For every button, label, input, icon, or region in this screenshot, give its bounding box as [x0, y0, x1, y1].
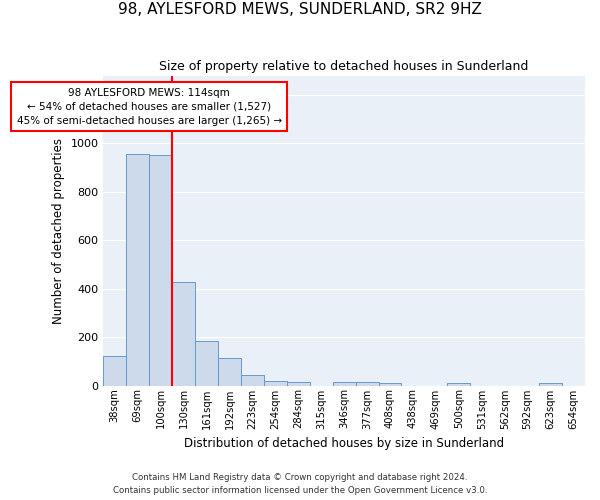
Bar — [539, 383, 562, 386]
Bar — [103, 356, 126, 386]
Bar — [126, 154, 149, 386]
Text: Contains HM Land Registry data © Crown copyright and database right 2024.
Contai: Contains HM Land Registry data © Crown c… — [113, 473, 487, 495]
Bar — [448, 383, 470, 386]
Bar — [356, 382, 379, 386]
Bar — [195, 340, 218, 386]
Text: 98 AYLESFORD MEWS: 114sqm
← 54% of detached houses are smaller (1,527)
45% of se: 98 AYLESFORD MEWS: 114sqm ← 54% of detac… — [17, 88, 282, 126]
Bar — [264, 381, 287, 386]
Y-axis label: Number of detached properties: Number of detached properties — [52, 138, 65, 324]
Bar — [287, 382, 310, 386]
Bar — [218, 358, 241, 386]
Bar — [149, 156, 172, 386]
Bar — [379, 383, 401, 386]
Bar — [172, 282, 195, 386]
Text: 98, AYLESFORD MEWS, SUNDERLAND, SR2 9HZ: 98, AYLESFORD MEWS, SUNDERLAND, SR2 9HZ — [118, 2, 482, 18]
Bar — [332, 382, 356, 386]
Title: Size of property relative to detached houses in Sunderland: Size of property relative to detached ho… — [160, 60, 529, 73]
X-axis label: Distribution of detached houses by size in Sunderland: Distribution of detached houses by size … — [184, 437, 504, 450]
Bar — [241, 375, 264, 386]
